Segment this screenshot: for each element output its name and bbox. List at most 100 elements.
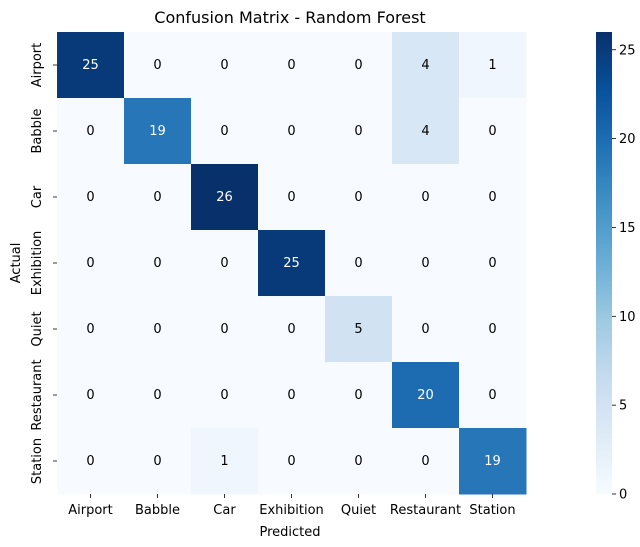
cell-value-label: 0 [153, 454, 161, 469]
cell-value-label: 0 [287, 190, 295, 205]
heatmap-cell [258, 428, 326, 495]
cell-value-label: 0 [354, 124, 362, 139]
colorbar-tick-label: 15 [619, 221, 636, 236]
heatmap-cell [459, 98, 527, 165]
heatmap-cell [124, 362, 192, 429]
cell-value-label: 0 [354, 388, 362, 403]
cell-value-label: 1 [220, 454, 228, 469]
cell-value-label: 5 [354, 322, 362, 337]
heatmap-cell [392, 296, 460, 363]
y-tick-label: Exhibition [30, 231, 45, 296]
cell-value-label: 0 [86, 124, 94, 139]
heatmap-cell [57, 296, 125, 363]
cell-value-label: 0 [220, 58, 228, 73]
heatmap-cell [459, 32, 527, 99]
y-tick-label: Car [30, 185, 45, 208]
cell-value-label: 0 [488, 124, 496, 139]
heatmap-cell [325, 98, 393, 165]
heatmap-cell [258, 164, 326, 231]
heatmap-cell [392, 428, 460, 495]
cell-value-label: 0 [421, 256, 429, 271]
y-tick-label: Airport [30, 43, 45, 88]
heatmap-cell [258, 230, 326, 297]
cell-value-label: 0 [153, 388, 161, 403]
cell-value-label: 25 [283, 256, 300, 271]
heatmap-cell [57, 32, 125, 99]
chart-title: Confusion Matrix - Random Forest [154, 8, 425, 27]
cell-value-label: 4 [421, 58, 429, 73]
colorbar-tick-label: 5 [619, 399, 627, 414]
cell-value-label: 0 [220, 322, 228, 337]
cell-value-label: 0 [354, 190, 362, 205]
x-tick-label: Quiet [341, 503, 376, 518]
heatmap-cell [124, 32, 192, 99]
cell-value-label: 0 [86, 322, 94, 337]
cell-value-label: 0 [421, 454, 429, 469]
cell-value-label: 0 [153, 322, 161, 337]
heatmap-cell [392, 362, 460, 429]
heatmap-cell [124, 164, 192, 231]
y-tick-label: Babble [30, 108, 45, 153]
cell-value-label: 0 [153, 190, 161, 205]
cell-value-label: 0 [287, 454, 295, 469]
heatmap-cell [124, 296, 192, 363]
heatmap-cell [124, 428, 192, 495]
heatmap-cell [57, 98, 125, 165]
heatmap-cell [392, 164, 460, 231]
y-tick-label: Restaurant [30, 359, 45, 430]
colorbar-tick-label: 0 [619, 488, 627, 503]
heatmap-cell [57, 164, 125, 231]
cell-value-label: 0 [86, 190, 94, 205]
heatmap-cell [325, 428, 393, 495]
heatmap-cells [57, 32, 527, 495]
cell-value-label: 0 [488, 322, 496, 337]
heatmap-cell-labels: 25 0 0 0 0 4 1 0 19 0 0 0 4 0 0 0 26 0 0 0 0 0 0 0 25 0 0 0 0 0 0 0 5 0 0 0… [82, 58, 501, 469]
cell-value-label: 0 [421, 322, 429, 337]
heatmap-cell [191, 428, 259, 495]
y-axis-label: Actual [9, 243, 24, 284]
heatmap-cell [191, 98, 259, 165]
colorbar [596, 32, 612, 494]
cell-value-label: 0 [86, 454, 94, 469]
cell-value-label: 0 [354, 58, 362, 73]
heatmap-cell [459, 428, 527, 495]
x-tick-label: Babble [135, 503, 180, 518]
cell-value-label: 0 [153, 58, 161, 73]
x-tick-label: Restaurant [390, 503, 461, 518]
cell-value-label: 0 [86, 256, 94, 271]
cell-value-label: 19 [149, 124, 166, 139]
heatmap-cell [258, 362, 326, 429]
heatmap-cell [459, 362, 527, 429]
y-tick-label: Station [30, 438, 45, 484]
x-tick-label: Airport [68, 503, 113, 518]
cell-value-label: 0 [86, 388, 94, 403]
cell-value-label: 0 [354, 256, 362, 271]
cell-value-label: 0 [287, 58, 295, 73]
heatmap-cell [325, 296, 393, 363]
heatmap-cell [392, 98, 460, 165]
cell-value-label: 0 [287, 388, 295, 403]
cell-value-label: 4 [421, 124, 429, 139]
heatmap-cell [191, 296, 259, 363]
heatmap-cell [325, 362, 393, 429]
cell-value-label: 20 [417, 388, 434, 403]
cell-value-label: 0 [287, 124, 295, 139]
x-tick-label: Station [469, 503, 515, 518]
heatmap-cell [459, 296, 527, 363]
y-axis-ticks: Airport Babble Car Exhibition Quiet Restauran… [30, 43, 57, 484]
cell-value-label: 0 [220, 388, 228, 403]
cell-value-label: 0 [220, 124, 228, 139]
heatmap-cell [325, 32, 393, 99]
heatmap-cell [392, 32, 460, 99]
cell-value-label: 0 [421, 190, 429, 205]
heatmap-cell [124, 98, 192, 165]
heatmap-cell [258, 296, 326, 363]
heatmap-cell [191, 32, 259, 99]
heatmap-cell [258, 98, 326, 165]
x-tick-label: Car [213, 503, 236, 518]
heatmap-cell [325, 164, 393, 231]
heatmap-cell [57, 230, 125, 297]
heatmap-cell [459, 230, 527, 297]
x-tick-label: Exhibition [259, 503, 324, 518]
cell-value-label: 0 [153, 256, 161, 271]
